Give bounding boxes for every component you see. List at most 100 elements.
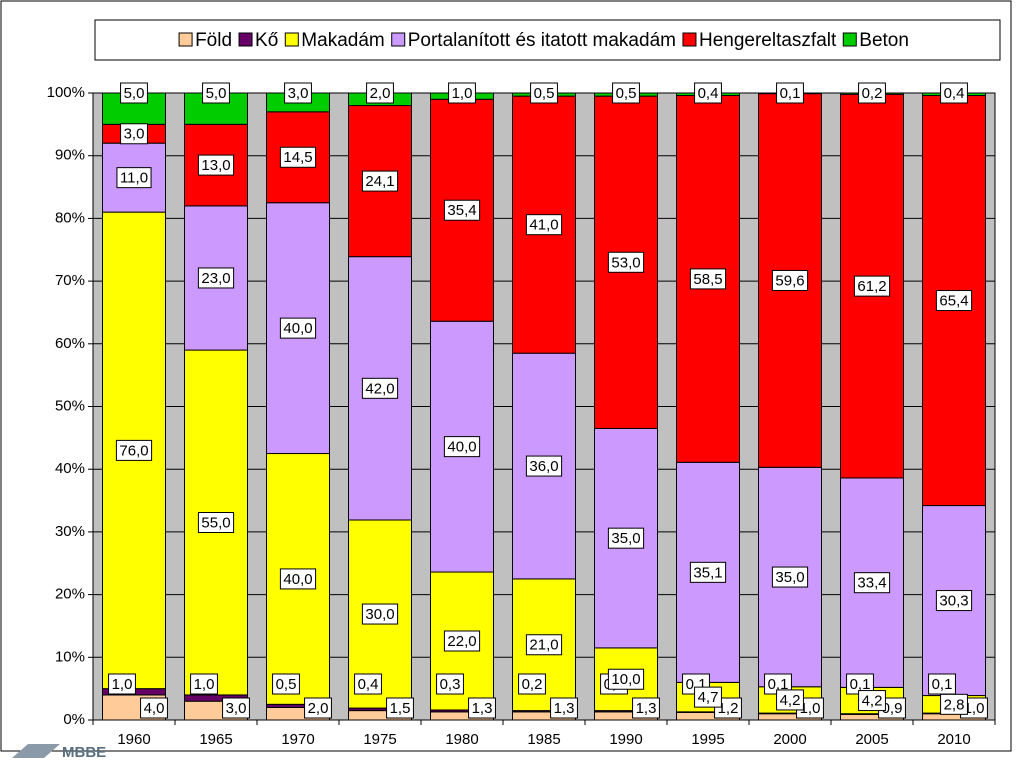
data-label: 35,0 (775, 569, 804, 586)
data-label: 1,0 (194, 676, 215, 693)
data-label: 0,1 (768, 676, 789, 693)
data-label: 13,0 (201, 157, 230, 174)
data-label-box (202, 82, 230, 104)
data-label-box (853, 275, 891, 297)
legend-label: Makadám (301, 30, 384, 51)
data-label-box (607, 251, 645, 273)
data-label-box (530, 82, 558, 104)
data-label-box (935, 290, 973, 312)
legend-swatch (238, 32, 253, 47)
data-label: 0,4 (698, 85, 719, 102)
data-label: 5,0 (206, 85, 227, 102)
data-label: 1,3 (554, 700, 575, 717)
data-label: 2,8 (944, 696, 965, 713)
data-label-box (190, 673, 218, 695)
logo: MBBE (62, 744, 106, 761)
data-label-box (366, 82, 394, 104)
data-label-box (694, 686, 722, 708)
data-label-box (108, 673, 136, 695)
data-label: 3,0 (226, 700, 247, 717)
data-label: 3,0 (288, 85, 309, 102)
data-label-box (436, 673, 464, 695)
data-label: 0,9 (882, 700, 903, 717)
data-label-box (853, 572, 891, 594)
data-label: 1,3 (636, 700, 657, 717)
x-tick-label: 1995 (691, 731, 724, 748)
data-label-box (279, 317, 317, 339)
data-label: 0,5 (616, 85, 637, 102)
data-label-box (858, 82, 886, 104)
y-tick-label: 0% (63, 711, 85, 728)
data-label-box (689, 561, 727, 583)
data-label-box (468, 697, 496, 719)
legend-swatch (284, 32, 299, 47)
x-tick-label: 1970 (281, 731, 314, 748)
data-label: 42,0 (365, 380, 394, 397)
x-tick-label: 1975 (363, 731, 396, 748)
data-label-box (140, 697, 168, 719)
y-tick-label: 70% (55, 272, 85, 289)
data-label: 1,0 (452, 85, 473, 102)
data-label-box (443, 199, 481, 221)
data-label: 61,2 (857, 278, 886, 295)
y-tick-label: 50% (55, 397, 85, 414)
data-label: 41,0 (529, 217, 558, 234)
data-label-box (361, 170, 399, 192)
data-label-box (940, 82, 968, 104)
data-label: 0,3 (440, 676, 461, 693)
data-label: 40,0 (283, 320, 312, 337)
data-label-box (525, 634, 563, 656)
data-label: 1,0 (112, 676, 133, 693)
data-label: 35,1 (693, 564, 722, 581)
data-label-box (607, 668, 645, 690)
data-label: 1,0 (800, 700, 821, 717)
data-label-box (518, 673, 546, 695)
x-tick-label: 1990 (609, 731, 642, 748)
data-label: 33,4 (857, 575, 886, 592)
legend-label: Kő (255, 30, 278, 51)
y-tick-label: 90% (55, 147, 85, 164)
data-label-box (858, 690, 886, 712)
bar-segment (594, 95, 658, 429)
data-label-box (776, 689, 804, 711)
data-label: 40,0 (283, 571, 312, 588)
data-label-box (771, 566, 809, 588)
data-label: 35,4 (447, 202, 476, 219)
data-label-box (279, 568, 317, 590)
data-label-box (304, 697, 332, 719)
data-label-box (116, 167, 152, 189)
data-label: 53,0 (611, 254, 640, 271)
legend-swatch (842, 32, 857, 47)
data-label: 22,0 (447, 633, 476, 650)
data-label-box (120, 123, 148, 145)
data-label-box (361, 603, 399, 625)
data-label-box (689, 268, 727, 290)
data-label: 4,0 (144, 700, 165, 717)
data-label: 23,0 (201, 270, 230, 287)
data-label: 0,1 (932, 676, 953, 693)
data-label: 4,2 (780, 692, 801, 709)
data-label-box (115, 439, 153, 461)
data-label: 0,5 (276, 676, 297, 693)
data-label: 30,3 (939, 593, 968, 610)
data-label: 11,0 (120, 170, 148, 187)
x-tick-label: 1965 (199, 731, 232, 748)
y-tick-label: 30% (55, 523, 85, 540)
legend-label: Beton (859, 30, 909, 51)
data-label-box (940, 693, 968, 715)
data-label: 0,2 (522, 676, 543, 693)
data-label: 3,0 (124, 126, 145, 143)
legend-label: Portalanított és itatott makadám (408, 30, 676, 51)
data-label: 10,0 (611, 671, 640, 688)
x-tick-label: 2000 (773, 731, 806, 748)
data-label-box (776, 82, 804, 104)
data-label: 30,0 (365, 606, 394, 623)
data-label: 0,4 (358, 676, 379, 693)
data-label: 58,5 (693, 271, 722, 288)
legend-swatch (178, 32, 193, 47)
y-tick-label: 60% (55, 335, 85, 352)
data-label-box (386, 697, 414, 719)
data-label-box (120, 82, 148, 104)
data-label: 4,7 (698, 689, 719, 706)
data-label-box (448, 82, 476, 104)
